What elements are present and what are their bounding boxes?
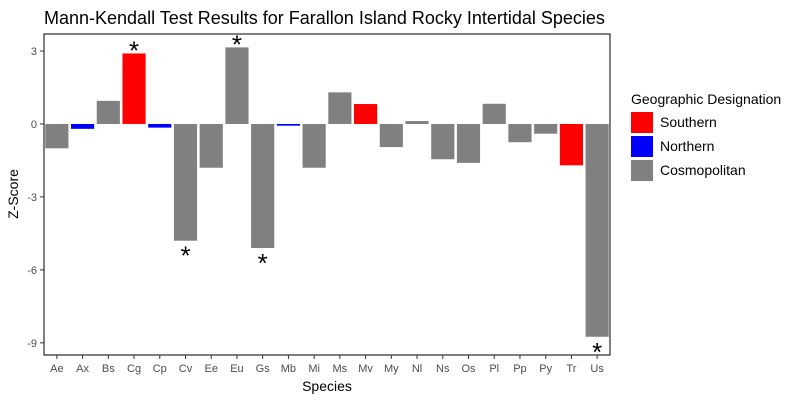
x-tick-label-nl: Nl <box>412 363 422 375</box>
y-tick-label: -3 <box>27 192 37 204</box>
bar-ee <box>199 123 223 168</box>
bar-ns <box>431 123 455 160</box>
y-tick-label: 0 <box>31 119 37 131</box>
significance-marker-cg: * <box>129 35 139 65</box>
bar-mv <box>354 104 378 124</box>
x-tick-label-gs: Gs <box>256 363 271 375</box>
x-tick-label-pl: Pl <box>489 363 499 375</box>
bar-tr <box>559 123 583 166</box>
legend-key-southern <box>631 112 653 133</box>
bar-my <box>379 123 403 148</box>
y-tick-label: 3 <box>31 46 37 58</box>
x-tick-label-py: Py <box>539 363 552 375</box>
significance-marker-eu: * <box>232 29 242 59</box>
legend-key-northern <box>631 136 653 157</box>
x-tick-label-ns: Ns <box>436 363 450 375</box>
x-tick-label-cg: Cg <box>127 363 141 375</box>
bar-gs <box>251 123 275 248</box>
x-axis-title: Species <box>302 378 352 394</box>
x-tick-label-cp: Cp <box>153 363 167 375</box>
bar-ae <box>45 123 69 149</box>
bar-bs <box>96 100 120 124</box>
significance-marker-cv: * <box>180 241 190 271</box>
legend-label-cosmopolitan: Cosmopolitan <box>660 162 746 178</box>
bar-pl <box>482 103 506 124</box>
bar-pp <box>508 123 532 143</box>
plot-panel-border <box>43 33 611 356</box>
bar-mb <box>276 123 300 126</box>
x-tick-label-cv: Cv <box>179 363 193 375</box>
x-tick-label-pp: Pp <box>513 363 526 375</box>
y-tick-label: -6 <box>27 265 37 277</box>
bar-cg <box>122 53 146 124</box>
x-tick-label-my: My <box>384 363 399 375</box>
x-tick-label-mi: Mi <box>308 363 320 375</box>
bar-os <box>456 123 481 163</box>
x-tick-label-ms: Ms <box>333 363 348 375</box>
x-tick-label-eu: Eu <box>230 363 243 375</box>
bar-nl <box>405 121 429 124</box>
y-tick-label: -9 <box>27 338 37 350</box>
legend-title: Geographic Designation <box>631 91 781 107</box>
legend-key-cosmopolitan <box>631 160 653 181</box>
x-tick-label-tr: Tr <box>566 363 576 375</box>
x-tick-label-us: Us <box>590 363 604 375</box>
x-tick-label-ae: Ae <box>50 363 63 375</box>
chart-title: Mann-Kendall Test Results for Farallon I… <box>44 8 605 28</box>
bar-cv <box>173 123 198 241</box>
x-tick-label-ee: Ee <box>204 363 217 375</box>
bar-ax <box>71 123 95 129</box>
y-axis-title: Z-Score <box>5 169 21 219</box>
x-tick-label-bs: Bs <box>102 363 115 375</box>
x-tick-label-os: Os <box>461 363 476 375</box>
bar-ms <box>328 92 352 124</box>
legend-label-northern: Northern <box>660 138 714 154</box>
x-tick-label-mv: Mv <box>358 363 373 375</box>
x-tick-label-mb: Mb <box>281 363 296 375</box>
bar-mi <box>302 123 326 168</box>
bar-cp <box>148 123 172 128</box>
legend: Geographic Designation Southern Northern C… <box>631 91 781 181</box>
bar-us <box>585 123 609 337</box>
x-tick-label-ax: Ax <box>76 363 89 375</box>
significance-marker-us: * <box>592 337 602 367</box>
significance-marker-gs: * <box>258 248 268 278</box>
legend-label-southern: Southern <box>660 114 717 130</box>
bar-eu <box>225 47 249 124</box>
bar-py <box>534 123 558 134</box>
